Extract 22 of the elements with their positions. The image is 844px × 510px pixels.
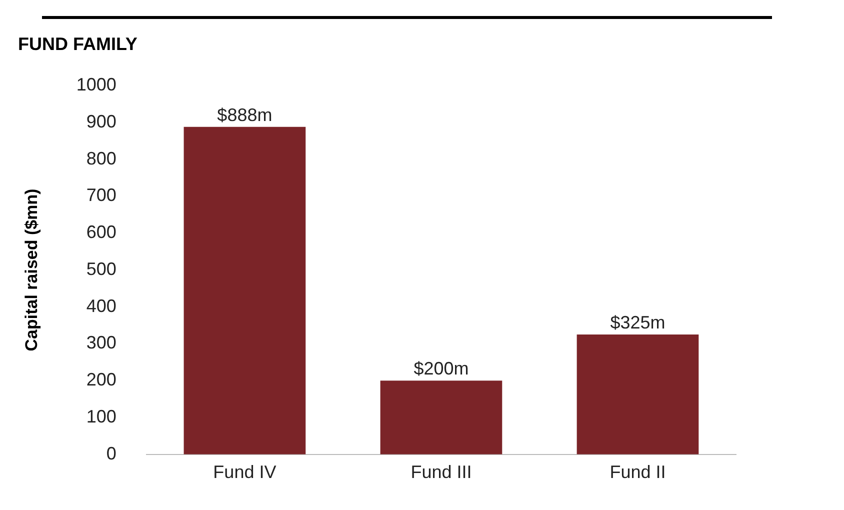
- y-tick-label: 500: [86, 258, 116, 279]
- x-tick-label: Fund II: [610, 462, 666, 482]
- bar: [380, 380, 502, 454]
- y-tick-label: 1000: [76, 74, 116, 95]
- y-tick-label: 800: [86, 148, 116, 168]
- y-tick-label: 100: [86, 406, 116, 426]
- x-tick-label: Fund III: [410, 462, 472, 482]
- y-tick-label: 200: [86, 370, 116, 390]
- y-tick-label: 700: [86, 185, 116, 206]
- y-tick-label: 0: [106, 443, 116, 464]
- y-tick-label: 300: [86, 332, 116, 353]
- x-tick-label: Fund IV: [213, 462, 276, 482]
- y-tick-label: 400: [86, 296, 116, 316]
- chart-title: FUND FAMILY: [18, 34, 138, 54]
- bar: [184, 126, 306, 454]
- data-label: $325m: [610, 312, 666, 333]
- y-tick-label: 600: [86, 222, 116, 242]
- data-label: $888m: [217, 104, 272, 125]
- y-axis-title: Capital raised ($mn): [22, 188, 41, 352]
- y-tick-label: 900: [86, 111, 116, 132]
- data-label: $200m: [414, 358, 469, 379]
- bar: [576, 334, 699, 454]
